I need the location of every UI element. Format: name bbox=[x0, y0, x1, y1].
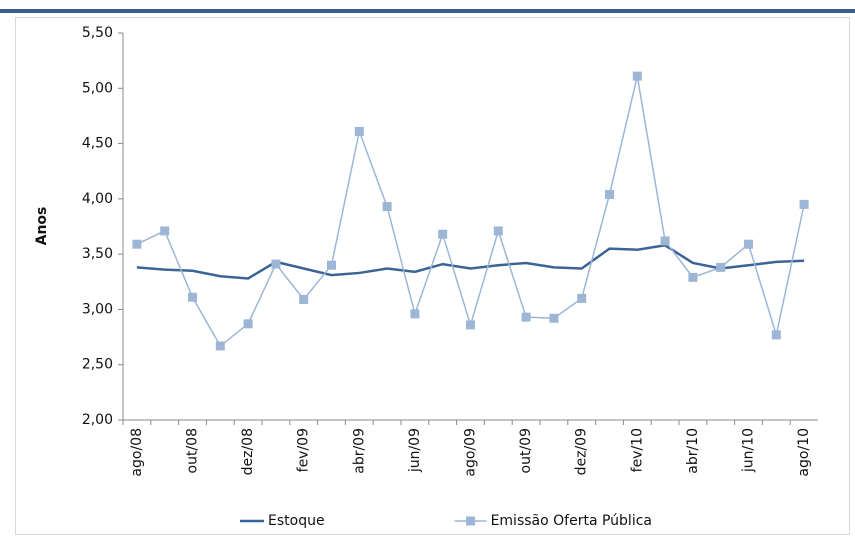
point-marker bbox=[132, 239, 142, 249]
x-tick-label: ago/10 bbox=[796, 428, 812, 477]
x-tick-label: dez/08 bbox=[240, 428, 256, 475]
y-tick-label: 3,00 bbox=[82, 301, 113, 317]
point-marker bbox=[327, 260, 336, 270]
point-marker bbox=[382, 202, 392, 212]
top-bar bbox=[0, 9, 855, 13]
point-marker bbox=[215, 341, 225, 351]
x-tick-label: jun/10 bbox=[741, 428, 757, 473]
point-marker bbox=[577, 293, 587, 303]
point-marker bbox=[354, 126, 364, 136]
point-marker bbox=[660, 236, 670, 246]
point-marker bbox=[271, 259, 281, 269]
chart-frame bbox=[15, 17, 850, 535]
point-marker bbox=[160, 226, 170, 236]
point-marker bbox=[410, 309, 420, 319]
y-tick-label: 2,00 bbox=[82, 412, 113, 428]
y-tick-label: 3,50 bbox=[82, 246, 113, 262]
point-marker bbox=[716, 262, 726, 272]
y-tick-label: 5,00 bbox=[82, 80, 113, 96]
x-tick-label: abr/10 bbox=[685, 428, 701, 474]
x-tick-label: jun/09 bbox=[407, 428, 423, 473]
point-marker bbox=[521, 312, 531, 322]
x-tick-label: abr/09 bbox=[351, 428, 367, 474]
point-marker bbox=[549, 313, 559, 323]
y-tick-label: 2,50 bbox=[82, 357, 113, 373]
point-marker bbox=[466, 320, 475, 330]
y-tick-label: 4,00 bbox=[82, 191, 113, 207]
point-marker bbox=[744, 239, 753, 249]
point-marker bbox=[605, 189, 614, 199]
point-marker bbox=[188, 292, 197, 302]
point-marker bbox=[438, 229, 448, 239]
point-marker bbox=[799, 199, 809, 209]
point-marker bbox=[493, 226, 503, 236]
x-tick-label: out/09 bbox=[518, 428, 534, 473]
x-tick-label: ago/09 bbox=[463, 428, 479, 477]
x-tick-label: dez/09 bbox=[574, 428, 590, 475]
point-marker bbox=[243, 319, 253, 329]
y-axis-title: Anos bbox=[34, 207, 50, 246]
legend-label: Estoque bbox=[268, 513, 325, 529]
x-tick-label: fev/10 bbox=[629, 428, 645, 472]
x-tick-label: out/08 bbox=[185, 428, 201, 473]
legend-label: Emissão Oferta Pública bbox=[491, 513, 652, 529]
x-tick-label: ago/08 bbox=[129, 428, 145, 477]
y-tick-label: 4,50 bbox=[82, 136, 113, 152]
x-tick-label: fev/09 bbox=[296, 428, 312, 472]
point-marker bbox=[632, 71, 642, 81]
legend-marker bbox=[466, 516, 476, 526]
point-marker bbox=[771, 330, 781, 340]
y-tick-label: 5,50 bbox=[82, 25, 113, 41]
series-line bbox=[136, 243, 805, 280]
point-marker bbox=[688, 272, 698, 282]
point-marker bbox=[299, 294, 309, 304]
